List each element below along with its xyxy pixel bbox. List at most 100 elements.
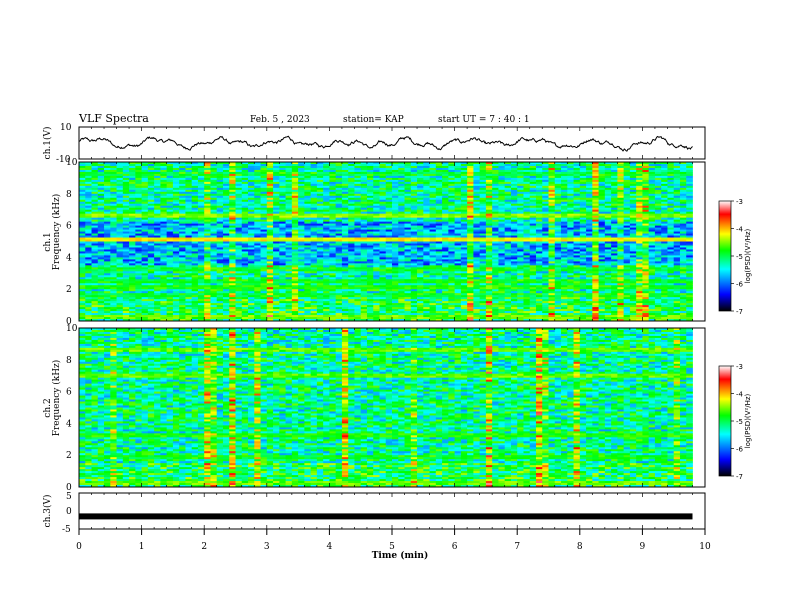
ch1-spectrogram-cell	[554, 249, 562, 252]
ch1-spectrogram-cell	[460, 241, 468, 244]
ch1-spectrogram-cell	[191, 235, 199, 238]
ch1-spectrogram-cell	[673, 231, 681, 234]
ch1-spectrogram-cell	[85, 179, 92, 183]
ch1-spectrogram-cell	[454, 213, 462, 217]
ch1-spectrogram-cell	[504, 251, 512, 254]
ch1-spectrogram-cell	[479, 237, 487, 240]
ch1-spectrogram-cell	[686, 191, 693, 195]
ch1-spectrogram-cell	[523, 225, 531, 228]
ch1-spectrogram-cell	[473, 255, 481, 258]
ch1-spectrogram-cell	[435, 219, 443, 223]
ch1-spectrogram-cell	[492, 195, 499, 199]
ch1-spectrogram-cell	[398, 245, 405, 248]
ch1-spectrogram-cell	[285, 231, 293, 234]
ch1-spectrogram-cell	[473, 217, 481, 221]
ch1-spectrogram-cell	[429, 163, 437, 167]
ch1-spectrogram-cell	[329, 163, 337, 167]
ch1-spectrogram-cell	[561, 213, 568, 217]
ch1-spectrogram-cell	[129, 257, 136, 260]
ch1-spectrogram-cell	[417, 217, 424, 221]
ch1-spectrogram-cell	[329, 249, 337, 252]
ch1-spectrogram-cell	[85, 189, 92, 193]
ch1-spectrogram-cell	[429, 187, 437, 191]
ch1-spectrogram-cell	[304, 219, 312, 223]
ch1-spectrogram-cell	[341, 237, 349, 240]
ch1-spectrogram-cell	[341, 185, 349, 189]
ch1-spectrogram-cell	[216, 253, 224, 256]
ch1-spectrogram-cell	[79, 207, 86, 211]
ch1-spectrogram-cell	[273, 162, 280, 165]
ch1-spectrogram-cell	[235, 177, 243, 181]
ch1-spectrogram-cell	[104, 245, 111, 248]
ch1-spectrogram-cell	[442, 235, 449, 238]
ch1-spectrogram-cell	[429, 231, 437, 234]
ch1-spectrogram-cell	[316, 195, 324, 199]
ch1-spectrogram-cell	[542, 209, 549, 213]
ch1-spectrogram-cell	[561, 235, 568, 238]
ch1-spectrogram-cell	[235, 189, 243, 193]
ch1-spectrogram-cell	[473, 237, 481, 240]
ch1-spectrogram-cell	[266, 215, 274, 219]
ch1-spectrogram-cell	[172, 189, 180, 193]
ch1-spectrogram-cell	[586, 219, 593, 223]
ch1-spectrogram-cell	[304, 185, 312, 189]
ch1-spectrogram-cell	[611, 193, 618, 197]
ch1-spectrogram-cell	[210, 185, 218, 189]
ch1-spectrogram-cell	[592, 237, 599, 240]
ch1-spectrogram-cell	[341, 245, 349, 248]
ch1-spectrogram-cell	[191, 185, 199, 189]
ch1-spectrogram-cell	[147, 163, 155, 167]
ch1-spectrogram-cell	[122, 185, 130, 189]
ch1-spectrogram-cell	[160, 235, 168, 238]
ch1-spectrogram-cell	[304, 245, 312, 248]
ch1-spectrogram-cell	[636, 207, 643, 211]
ch1-spectrogram-cell	[485, 231, 493, 234]
ch1-spectrogram-cell	[667, 191, 675, 195]
ch1-spectrogram-cell	[423, 185, 430, 189]
ch1-spectrogram-cell	[642, 211, 650, 215]
ch1-spectrogram-cell	[316, 167, 324, 171]
ch1-spectrogram-cell	[586, 171, 593, 175]
ch1-spectrogram-cell	[266, 249, 274, 252]
ch1-spectrogram-cell	[379, 237, 387, 240]
ch1-ylabel: ch.1(V)	[42, 127, 53, 160]
ch1-spectrogram-cell	[204, 205, 211, 209]
ch1-spectrogram-cell	[623, 249, 631, 252]
ch1-spectrogram-cell	[216, 183, 224, 187]
ch1-spectrogram-cell	[623, 181, 631, 185]
ch1-spectrogram-cell	[166, 239, 174, 242]
ch1-spectrogram-cell	[573, 253, 581, 256]
ch1-spectrogram-cell	[554, 251, 562, 254]
ch1-spectrogram-cell	[523, 169, 531, 173]
ch1-spectrogram-cell	[492, 241, 499, 244]
ch1-spectrogram-cell	[492, 247, 499, 250]
ch1-spectrogram-cell	[172, 241, 180, 244]
ch1-spectrogram-cell	[373, 243, 380, 246]
ch1-spectrogram-cell	[535, 183, 543, 187]
ch1-spectrogram-cell	[611, 231, 618, 234]
ch1-spectrogram-cell	[642, 193, 650, 197]
ch1-spectrogram-cell	[535, 207, 543, 211]
ch1-spectrogram-cell	[642, 255, 650, 258]
ch1-spectrogram-cell	[97, 257, 105, 260]
ch1-spectrogram-cell	[360, 239, 368, 242]
ch1-spectrogram-cell	[373, 215, 380, 219]
ch1-spectrogram-cell	[91, 175, 99, 179]
ch1-spectrogram-cell	[667, 233, 675, 236]
ch1-spectrogram-cell	[354, 253, 362, 256]
ch1-spectrogram-cell	[460, 233, 468, 236]
ch1-spectrogram-cell	[636, 199, 643, 203]
ch1-spectrogram-cell	[529, 173, 537, 177]
ch1-spectrogram-cell	[141, 225, 149, 228]
ch1-spectrogram-cell	[661, 235, 668, 238]
ch1-spectrogram-cell	[104, 231, 111, 234]
ch1-spectrogram-cell	[454, 195, 462, 199]
ch1-spectrogram-cell	[197, 223, 205, 226]
ch1-spectrogram-cell	[517, 225, 524, 228]
ch1-spectrogram-cell	[423, 203, 430, 207]
ch1-spectrogram-cell	[379, 235, 387, 238]
ch1-spectrogram-cell	[141, 251, 149, 254]
ch1-spectrogram-cell	[291, 183, 299, 187]
ch1-spectrogram-cell	[661, 205, 668, 209]
ch1-spectrogram-cell	[473, 239, 481, 242]
